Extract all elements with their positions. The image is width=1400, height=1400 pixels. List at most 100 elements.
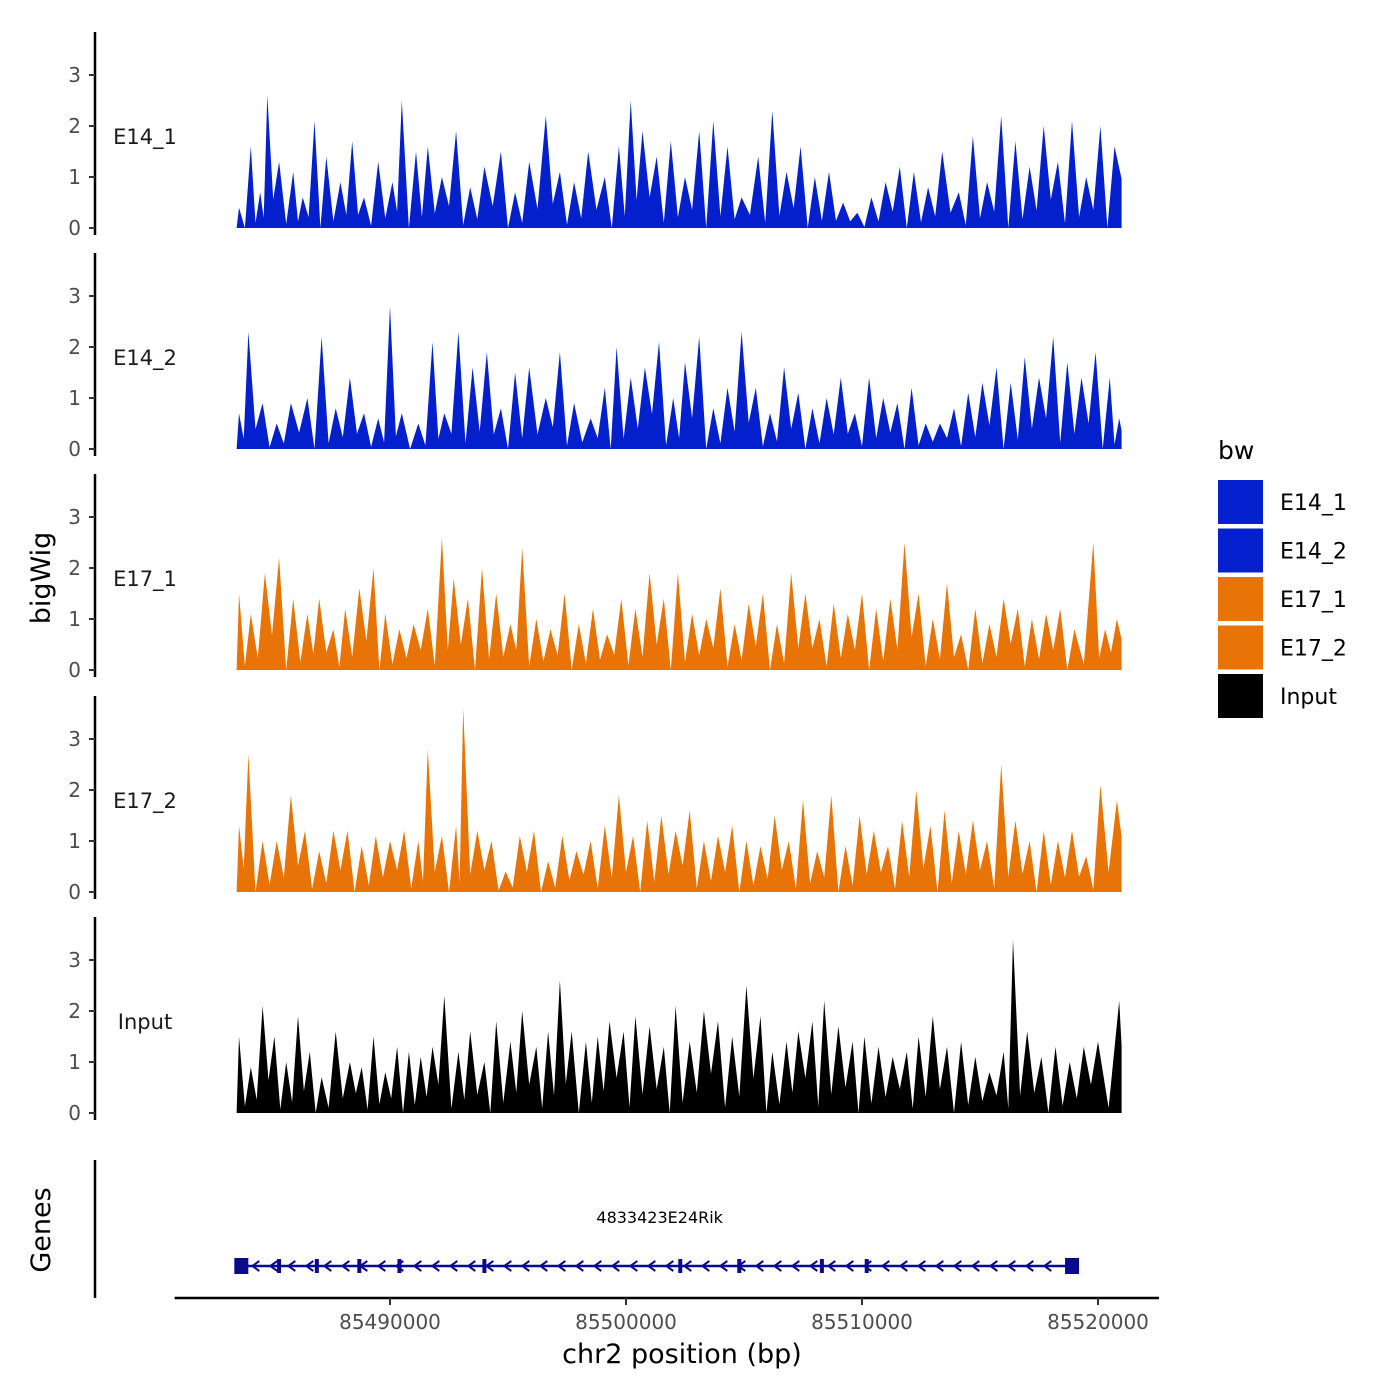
strand-arrow <box>664 1260 674 1272</box>
y-tick-label: 2 <box>68 999 81 1023</box>
exon <box>357 1259 362 1273</box>
y-tick-label: 0 <box>68 1101 81 1125</box>
strand-arrow <box>430 1260 440 1272</box>
y-tick-label: 2 <box>68 778 81 802</box>
gene-track: Genes 4833423E24Rik <box>26 1160 1080 1298</box>
y-tick-label: 1 <box>68 165 81 189</box>
strand-arrow <box>646 1260 656 1272</box>
strand-arrow <box>520 1260 530 1272</box>
signal-area-e14-2 <box>236 306 1122 449</box>
x-tick-label: 85490000 <box>339 1310 441 1334</box>
strand-arrow <box>250 1260 260 1272</box>
y-tick-label: 0 <box>68 437 81 461</box>
track-e17-1: 0 1 2 3 E17_1 <box>68 474 1122 682</box>
legend-label-input: Input <box>1280 685 1337 710</box>
y-tick-label: 0 <box>68 658 81 682</box>
y-tick-label: 0 <box>68 216 81 240</box>
strand-arrow <box>376 1260 386 1272</box>
y-tick-label: 1 <box>68 607 81 631</box>
strand-arrow <box>898 1260 908 1272</box>
strand-arrow <box>988 1260 998 1272</box>
x-axis-title: chr2 position (bp) <box>562 1339 802 1370</box>
strand-arrow <box>574 1260 584 1272</box>
strand-arrow <box>934 1260 944 1272</box>
strand-arrow <box>700 1260 710 1272</box>
signal-area-e17-1 <box>236 537 1122 670</box>
y-tick-label: 1 <box>68 829 81 853</box>
track-label-e17-2: E17_2 <box>113 789 177 814</box>
strand-arrow <box>592 1260 602 1272</box>
legend-label-e14-1: E14_1 <box>1280 491 1347 516</box>
strand-arrow <box>286 1260 296 1272</box>
track-input: 0 1 2 3 Input <box>68 917 1122 1125</box>
strand-arrow <box>1006 1260 1016 1272</box>
legend-swatch-e17-1 <box>1218 577 1263 621</box>
strand-arrow <box>1024 1260 1034 1272</box>
exon <box>277 1259 282 1273</box>
strand-arrow <box>502 1260 512 1272</box>
signal-tracks: 0 1 2 3 E14_1 0 1 2 3 E14_2 0 1 2 3 E17_1 0 1 2 3 E17_2 0 1 2 3… <box>68 32 1122 1125</box>
track-label-e14-2: E14_2 <box>113 346 177 371</box>
exon <box>864 1259 869 1273</box>
exon <box>1065 1258 1080 1274</box>
strand-arrow <box>916 1260 926 1272</box>
y-tick-label: 3 <box>68 948 81 972</box>
strand-arrow <box>718 1260 728 1272</box>
strand-arrow <box>826 1260 836 1272</box>
y-tick-label: 0 <box>68 880 81 904</box>
strand-arrow <box>268 1260 278 1272</box>
gene-4833423e24rik: 4833423E24Rik <box>234 1208 1080 1274</box>
signal-area-input <box>236 939 1122 1113</box>
y-tick-label: 2 <box>68 114 81 138</box>
strand-arrow <box>682 1260 692 1272</box>
strand-arrow <box>628 1260 638 1272</box>
gene-track-title: Genes <box>26 1187 57 1272</box>
strand-arrow <box>322 1260 332 1272</box>
strand-arrow <box>952 1260 962 1272</box>
exon <box>234 1258 249 1274</box>
track-label-input: Input <box>118 1010 172 1034</box>
signal-area-e14-1 <box>236 95 1122 229</box>
legend: bw E14_1 E14_2 E17_1 E17_2 Input <box>1218 436 1347 718</box>
strand-arrow <box>844 1260 854 1272</box>
y-tick-label: 1 <box>68 386 81 410</box>
x-tick-label: 85520000 <box>1047 1310 1149 1334</box>
signal-area-e17-2 <box>236 708 1122 892</box>
track-e14-2: 0 1 2 3 E14_2 <box>68 253 1122 461</box>
exon <box>314 1259 319 1273</box>
track-label-e17-1: E17_1 <box>113 567 177 592</box>
exon <box>397 1259 402 1273</box>
y-tick-label: 1 <box>68 1050 81 1074</box>
legend-swatch-e17-2 <box>1218 625 1263 670</box>
x-tick-label: 85500000 <box>575 1310 677 1334</box>
gene-name-label: 4833423E24Rik <box>596 1208 723 1227</box>
x-tick-label: 85510000 <box>811 1310 913 1334</box>
legend-title: bw <box>1218 436 1254 465</box>
y-tick-label: 2 <box>68 556 81 580</box>
y-tick-label: 3 <box>68 284 81 308</box>
exon <box>678 1259 683 1273</box>
legend-swatch-e14-1 <box>1218 480 1263 524</box>
strand-arrow <box>862 1260 872 1272</box>
y-tick-label: 3 <box>68 727 81 751</box>
strand-arrow <box>466 1260 476 1272</box>
y-tick-label: 3 <box>68 63 81 87</box>
strand-arrow <box>538 1260 548 1272</box>
strand-arrow <box>610 1260 620 1272</box>
strand-arrow <box>970 1260 980 1272</box>
legend-label-e17-2: E17_2 <box>1280 637 1347 662</box>
exon <box>819 1259 824 1273</box>
legend-label-e17-1: E17_1 <box>1280 588 1347 613</box>
x-axis: 85490000 85500000 85510000 85520000 <box>174 1296 1159 1334</box>
y-axis-title: bigWig <box>26 532 57 625</box>
strand-arrow <box>340 1260 350 1272</box>
y-tick-label: 3 <box>68 505 81 529</box>
strand-arrow <box>790 1260 800 1272</box>
strand-arrow <box>880 1260 890 1272</box>
legend-label-e14-2: E14_2 <box>1280 540 1347 565</box>
y-tick-label: 2 <box>68 335 81 359</box>
legend-swatch-input <box>1218 674 1263 718</box>
strand-arrow <box>754 1260 764 1272</box>
track-e17-2: 0 1 2 3 E17_2 <box>68 696 1122 904</box>
